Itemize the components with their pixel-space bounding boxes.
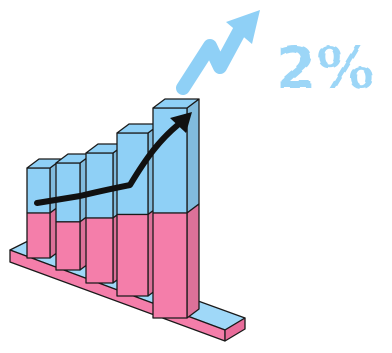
trend-line bbox=[34, 117, 187, 206]
bar-front-top bbox=[55, 162, 81, 223]
bar-front-top bbox=[85, 152, 114, 219]
bar-front-bottom bbox=[116, 213, 149, 297]
bar-front-bottom bbox=[152, 212, 188, 319]
bar-front-bottom bbox=[26, 212, 51, 259]
percent-label: 2% bbox=[276, 34, 374, 102]
bar-front-top bbox=[116, 132, 149, 216]
bar-top-face bbox=[152, 98, 200, 109]
bars-group bbox=[26, 98, 200, 319]
bar-front-bottom bbox=[85, 217, 114, 284]
bar-5 bbox=[152, 98, 200, 319]
bar-front-top bbox=[26, 167, 51, 214]
bar-front-bottom bbox=[55, 221, 81, 271]
base-side bbox=[224, 317, 246, 342]
bar-side-bottom bbox=[186, 203, 200, 319]
trend-arrowhead bbox=[170, 112, 192, 133]
trend-up-arrow-icon bbox=[34, 112, 192, 206]
zigzag-up-arrow-icon bbox=[176, 10, 260, 95]
